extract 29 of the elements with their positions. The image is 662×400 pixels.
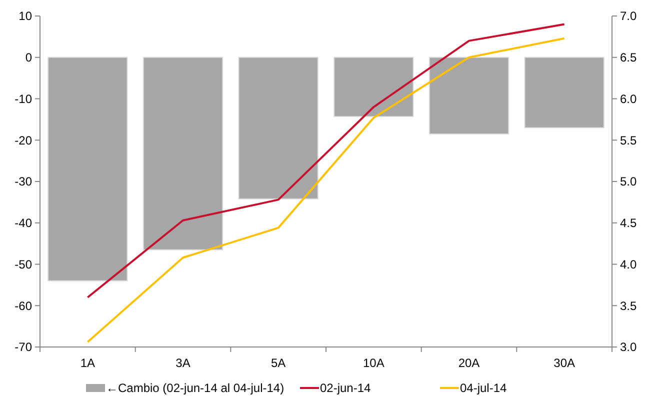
legend-label: 02-jun-14 — [320, 381, 372, 396]
y2-tick-label: 6.5 — [620, 50, 638, 65]
y-tick-label: -70 — [14, 340, 32, 354]
y-tick-label: -40 — [14, 216, 32, 230]
y2-tick-label: 3.0 — [620, 340, 638, 354]
line-series — [86, 37, 566, 344]
y-tick-label: -60 — [14, 298, 32, 313]
y-tick-label: -30 — [14, 174, 32, 189]
x-tick-label: 5A — [270, 356, 286, 370]
y-tick-label: -10 — [14, 92, 32, 106]
x-tick-label: 20A — [458, 356, 480, 370]
y2-tick-label: 6.0 — [620, 92, 638, 106]
y-tick-label: -50 — [14, 257, 32, 272]
y-tick-label: -20 — [14, 133, 32, 148]
legend-label: 04-jul-14 — [460, 381, 508, 396]
y2-tick-label: 3.5 — [620, 298, 638, 313]
y2-tick-label: 5.0 — [620, 174, 638, 189]
y2-tick-label: 5.5 — [620, 133, 638, 148]
y-tick-label: 0 — [25, 50, 32, 65]
x-tick-label: 3A — [176, 356, 190, 370]
x-tick-label: 10A — [362, 356, 384, 370]
y2-tick-label: 7.0 — [620, 9, 638, 24]
y2-tick-label: 4.0 — [620, 257, 638, 272]
legend-label: ←Cambio (02-jun-14 al 04-jul-14) — [106, 381, 284, 396]
x-tick-label: 1A — [80, 356, 96, 370]
y2-tick-label: 4.5 — [620, 216, 638, 230]
x-tick-label: 30A — [554, 356, 576, 370]
y-tick-label: 10 — [18, 9, 32, 24]
line-series — [86, 23, 566, 298]
